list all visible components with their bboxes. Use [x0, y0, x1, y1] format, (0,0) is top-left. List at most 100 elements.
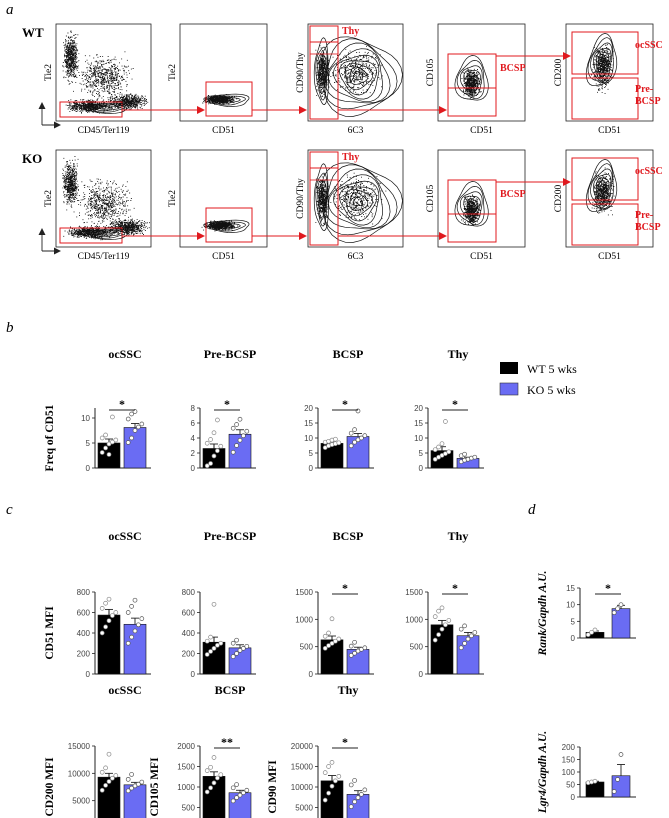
gate-label-prebcsp-line2: BCSP: [635, 222, 661, 233]
flow-contour: [463, 69, 481, 93]
chart-title: Thy: [448, 529, 469, 543]
data-point: [352, 650, 357, 656]
data-point: [462, 451, 467, 457]
gate-bcsp-neg: [447, 213, 497, 243]
flow-plot-wt-1: CD45/Ter119 Tie2: [38, 23, 152, 136]
y-axis-label: Freq of CD51: [44, 404, 56, 471]
data-point: [125, 440, 131, 445]
data-point: [432, 614, 438, 619]
y-tick-label: 400: [77, 629, 91, 638]
data-point: [241, 646, 246, 651]
data-point: [469, 633, 474, 639]
bar-chart-b-0: ocSSC 0 5 10 Freq of CD51 *: [44, 347, 151, 473]
data-point: [472, 630, 478, 635]
y-tick-label: 800: [77, 588, 91, 597]
y-axis-label: Tie2: [168, 64, 178, 81]
y-tick-label: 1500: [295, 588, 313, 597]
data-point: [241, 433, 246, 439]
data-point: [333, 436, 338, 442]
flow-plot-wt-3: 6C3 CD90/Thy Thy: [296, 23, 404, 136]
gate-label-prebcsp-line1: Pre-: [635, 84, 653, 95]
y-tick-label: 15000: [291, 763, 314, 772]
data-point: [352, 799, 357, 805]
flow-contour: [587, 163, 614, 210]
data-point: [208, 785, 213, 791]
data-point: [348, 430, 354, 436]
data-point: [113, 773, 119, 778]
flow-plot-frame: [179, 23, 268, 122]
y-tick-label: 400: [182, 629, 196, 638]
data-point: [352, 639, 357, 645]
flow-contour: [94, 105, 120, 112]
y-tick-label: 1000: [405, 615, 423, 624]
data-point: [237, 792, 243, 798]
data-point: [204, 652, 210, 657]
data-point: [215, 448, 220, 454]
gate-label-bcsp: BCSP: [500, 189, 526, 200]
significance-label: *: [605, 581, 611, 595]
data-point: [244, 428, 250, 434]
data-point: [348, 443, 354, 449]
data-point: [129, 785, 134, 791]
data-point: [204, 638, 210, 644]
data-point: [446, 618, 452, 623]
data-point: [204, 463, 210, 469]
data-point: [106, 618, 112, 624]
bar-chart-d-11: 0 5 10 15 Rank/Gapdh A.U. *: [537, 571, 636, 657]
data-point: [208, 461, 213, 466]
flow-contour: [599, 183, 605, 192]
data-point: [110, 775, 115, 781]
significance-label: *: [342, 397, 348, 411]
data-point: [432, 637, 438, 643]
data-point: [208, 764, 213, 770]
flow-contour: [353, 196, 364, 207]
flow-plot-ko-3: 6C3 CD90/Thy Thy: [296, 149, 404, 262]
gate-thy-neg: [309, 53, 339, 120]
flow-contour: [456, 60, 485, 100]
y-tick-label: 0: [191, 670, 196, 679]
flow-contour: [317, 180, 327, 220]
data-point: [215, 775, 220, 781]
y-tick-label: 10: [566, 601, 575, 610]
gate-label-prebcsp-line2: BCSP: [635, 96, 661, 107]
data-point: [99, 769, 105, 775]
data-point: [234, 443, 239, 448]
data-point: [230, 785, 236, 791]
y-axis-label: Rank/Gapdh A.U.: [537, 571, 549, 657]
data-point: [125, 776, 131, 782]
flow-contour: [585, 159, 618, 213]
data-point: [348, 643, 354, 649]
panel-label-c: c: [6, 502, 13, 518]
data-point: [237, 437, 243, 443]
panel-label-b: b: [6, 320, 14, 336]
data-point: [211, 780, 217, 786]
flow-plot-wt-2: CD51 Tie2: [168, 23, 268, 136]
flow-contour: [339, 60, 377, 96]
data-point: [362, 433, 368, 438]
flow-dots: [62, 156, 150, 241]
y-axis-label: CD200: [554, 185, 564, 213]
data-point: [237, 648, 243, 653]
data-point: [322, 770, 328, 776]
flow-contour: [463, 195, 481, 219]
y-axis-label: CD90/Thy: [296, 52, 306, 93]
flow-contour: [320, 190, 324, 205]
data-point: [443, 622, 448, 628]
data-point: [436, 608, 441, 614]
x-axis-label: CD51: [212, 252, 235, 262]
data-point: [432, 456, 438, 462]
y-tick-label: 15: [566, 584, 575, 593]
flow-contour: [222, 224, 235, 228]
data-point: [99, 630, 105, 636]
gate-label-bcsp: BCSP: [500, 63, 526, 74]
data-point: [352, 427, 357, 432]
y-tick-label: 10000: [291, 783, 314, 792]
data-point: [110, 613, 115, 618]
flow-contour: [203, 93, 250, 107]
gate-cd51-pos: [205, 207, 253, 243]
data-point: [329, 760, 335, 765]
y-tick-label: 20000: [291, 742, 314, 751]
bar-chart-c-8: ocSSC050001000015000CD200 MFI: [44, 683, 147, 818]
gate-ocssc: [571, 157, 639, 201]
y-tick-label: 1000: [177, 783, 195, 792]
